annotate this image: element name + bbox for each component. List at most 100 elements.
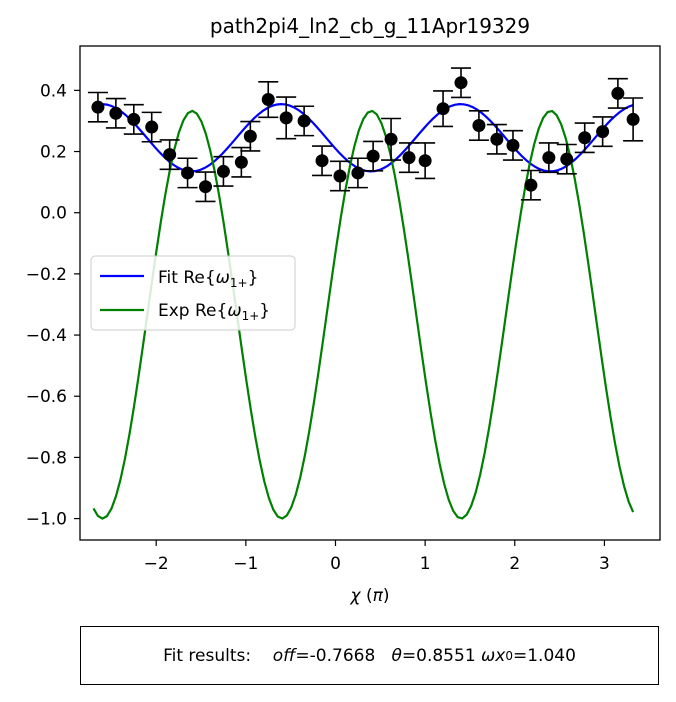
legend-label-exp: Exp Re{ω1+} — [158, 301, 270, 323]
legend-box — [90, 255, 296, 331]
data-point — [381, 117, 402, 161]
fit-results-box: Fit results: off =-0.7668 θ =0.8551 ωx 0 =1.… — [80, 626, 659, 685]
data-point — [159, 139, 180, 171]
x-axis-label: χ (π) — [350, 586, 390, 606]
data-point — [105, 97, 126, 129]
marker — [91, 100, 105, 114]
data-point — [607, 77, 628, 109]
data-point — [363, 140, 384, 172]
marker — [472, 119, 486, 133]
data-point — [213, 155, 234, 187]
data-point — [123, 103, 144, 135]
marker — [297, 114, 311, 128]
chart: path2pi4_ln2_cb_g_11Apr19329 χ (π) −2 −1 0… — [26, 14, 661, 606]
data-point — [258, 80, 279, 119]
marker — [145, 120, 159, 134]
marker — [418, 154, 432, 168]
marker — [542, 151, 556, 165]
data-point — [240, 120, 261, 152]
marker — [402, 151, 416, 165]
data-point — [329, 160, 350, 192]
chart-title: path2pi4_ln2_cb_g_11Apr19329 — [210, 14, 530, 38]
off-param-value: =-0.7668 — [295, 645, 376, 666]
x-axis-symbol: χ — [350, 586, 362, 606]
fit-results-label: Fit results: — [163, 645, 252, 666]
marker — [243, 129, 257, 143]
marker — [163, 148, 177, 162]
y-tick-label: −0.4 — [26, 326, 67, 346]
marker — [454, 76, 468, 90]
x-tick-label: 2 — [509, 554, 520, 574]
data-point — [195, 171, 216, 203]
data-point — [312, 145, 333, 177]
y-tick-label: 0.2 — [40, 143, 67, 163]
marker — [216, 164, 230, 178]
x-tick-label: −1 — [233, 554, 258, 574]
y-tick-label: 0.0 — [40, 204, 67, 224]
marker — [315, 154, 329, 168]
off-param-name: off — [272, 645, 296, 666]
y-tick-label: −0.8 — [26, 448, 67, 468]
marker — [506, 138, 520, 152]
y-tick-label: 0.4 — [40, 81, 67, 101]
marker — [560, 152, 574, 166]
data-point — [486, 123, 507, 155]
data-point — [433, 90, 454, 128]
marker — [279, 111, 293, 125]
x-tick-label: 0 — [330, 554, 341, 574]
data-point — [87, 91, 108, 123]
marker — [234, 155, 248, 169]
marker — [261, 93, 275, 107]
data-point — [450, 67, 471, 99]
marker — [333, 169, 347, 183]
data-point — [468, 110, 489, 142]
omega-param-value: =1.040 — [512, 645, 576, 666]
marker — [109, 106, 123, 120]
y-tick-label: −0.6 — [26, 387, 67, 407]
x-tick-label: 3 — [599, 554, 610, 574]
data-points — [87, 67, 644, 203]
x-axis-unit: π — [373, 586, 384, 606]
marker — [596, 125, 610, 139]
marker — [366, 149, 380, 163]
marker — [524, 178, 538, 192]
marker — [351, 166, 365, 180]
marker — [181, 166, 195, 180]
data-point — [502, 129, 523, 161]
data-point — [231, 146, 252, 178]
series-line-exp — [92, 109, 635, 520]
data-point — [177, 157, 198, 189]
marker — [611, 86, 625, 100]
data-point — [398, 142, 419, 174]
marker — [199, 180, 213, 194]
marker — [490, 132, 504, 146]
marker — [578, 131, 592, 145]
data-point — [574, 122, 595, 154]
theta-param-value: =0.8551 — [401, 645, 476, 666]
marker — [436, 102, 450, 116]
omega-param-name: ωx — [481, 645, 506, 666]
theta-param-name: θ — [391, 645, 402, 666]
plot-frame — [79, 45, 661, 541]
legend: Fit Re{ω1+} Exp Re{ω1+} — [90, 255, 296, 331]
data-point — [623, 97, 644, 142]
marker — [626, 112, 640, 126]
legend-label-fit: Fit Re{ω1+} — [158, 268, 258, 290]
marker — [384, 132, 398, 146]
marker — [127, 112, 141, 126]
data-point — [141, 111, 162, 143]
data-point — [538, 142, 559, 174]
y-tick-label: −1.0 — [26, 510, 67, 530]
data-point — [347, 157, 368, 189]
x-tick-label: −2 — [144, 554, 169, 574]
axis-ticks: −2 −1 0 1 2 3 0.4 0.2 0.0 −0.2 −0.4 −0.6 −0.8 −1.0 — [26, 81, 610, 574]
data-point — [592, 116, 613, 148]
omega-param-sub: 0 — [505, 648, 513, 663]
y-tick-label: −0.2 — [26, 265, 67, 285]
x-tick-label: 1 — [420, 554, 431, 574]
data-point — [415, 142, 436, 180]
data-point — [520, 169, 541, 201]
data-point — [294, 105, 315, 137]
data-point — [556, 143, 577, 175]
data-point — [276, 96, 297, 140]
